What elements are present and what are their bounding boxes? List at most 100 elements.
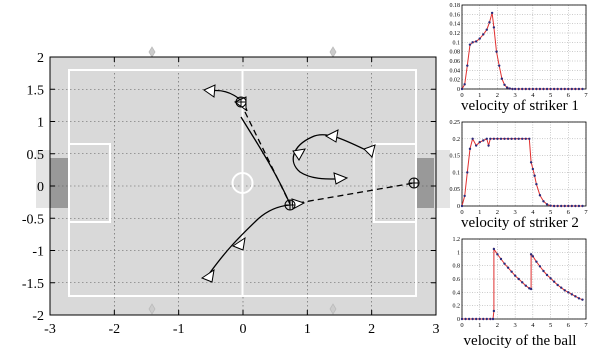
velocity-data-point <box>552 280 556 283</box>
velocity-data-point <box>499 137 503 140</box>
velocity-data-point <box>499 257 503 261</box>
chart-y-tick-label: 0 <box>457 317 460 323</box>
velocity-data-point <box>517 137 520 140</box>
velocity-data-point <box>538 194 542 197</box>
velocity-data-point <box>482 33 485 36</box>
triangle-icon <box>231 236 246 251</box>
velocity-data-point <box>524 87 527 91</box>
velocity-data-point <box>478 317 481 321</box>
chart-x-tick-label: 0 <box>460 92 463 99</box>
velocity-data-point <box>500 77 504 80</box>
velocity-data-point <box>513 137 517 140</box>
velocity-data-point <box>492 247 496 251</box>
velocity-data-point <box>482 317 485 321</box>
velocity-data-point <box>474 144 478 147</box>
crossed-circle-icon <box>408 177 420 189</box>
velocity-data-point <box>531 87 535 91</box>
velocity-data-point <box>478 140 481 144</box>
velocity-data-point <box>460 87 464 91</box>
chart-x-tick-label: 7 <box>584 92 588 99</box>
velocity-chart-striker-1: 0 1 2 3 4 5 6 7 0 0.02 0.04 0.06 0.08 0.1 0.12 0.14 0.16… <box>450 3 589 114</box>
velocity-data-point <box>521 137 524 140</box>
velocity-data-point <box>524 284 527 287</box>
velocity-data-point <box>549 87 552 91</box>
velocity-data-point <box>524 137 527 140</box>
field-y-tick-label: 2 <box>37 51 44 66</box>
velocity-data-point <box>468 43 472 46</box>
field-y-tick-label: 0.5 <box>27 148 45 163</box>
velocity-data-point <box>560 87 563 91</box>
velocity-data-point <box>552 87 556 91</box>
corner-flag-top-right <box>329 46 337 58</box>
velocity-data-point <box>467 317 471 321</box>
chart-y-tick-label: 0.02 <box>450 78 461 84</box>
chart-y-tick-label: 0.25 <box>450 120 461 126</box>
velocity-data-point <box>503 262 506 265</box>
chart-x-tick-label: 2 <box>496 92 499 99</box>
velocity-data-point <box>513 274 517 277</box>
soccer-field-plot: -3 -2 -1 0 1 2 3 21.510.50-0.5-1-1.5-2 <box>22 46 450 337</box>
velocity-data-point <box>535 87 538 91</box>
velocity-data-point <box>521 281 524 284</box>
velocity-data-point <box>529 287 533 291</box>
velocity-data-point <box>556 283 559 287</box>
velocity-data-point <box>471 317 474 321</box>
velocity-data-point <box>460 317 464 321</box>
velocity-data-point <box>517 87 520 91</box>
field-y-tick-label: 1 <box>37 116 44 131</box>
velocity-data-point <box>545 203 549 206</box>
velocity-data-point <box>506 137 510 140</box>
chart-x-tick-label: 5 <box>549 209 552 216</box>
velocity-data-point <box>574 87 577 91</box>
field-x-tick-label: -3 <box>44 322 56 337</box>
chart-y-tick-label: 0.18 <box>450 3 461 9</box>
velocity-data-point <box>556 87 559 91</box>
field-x-tick-label: -1 <box>173 322 185 337</box>
velocity-data-point <box>521 87 524 91</box>
chart-y-tick-label: 0.16 <box>450 12 461 18</box>
velocity-data-point <box>503 83 506 87</box>
velocity-data-point <box>488 21 491 24</box>
velocity-data-point <box>545 273 549 277</box>
chart-y-tick-label: 1.2 <box>453 237 461 243</box>
velocity-data-point <box>542 269 545 273</box>
velocity-data-point <box>474 317 478 321</box>
velocity-data-point <box>506 266 510 269</box>
chart-y-tick-label: 0.15 <box>450 154 461 160</box>
velocity-data-point <box>485 137 488 140</box>
velocity-data-point <box>577 297 581 300</box>
velocity-data-point <box>535 182 538 186</box>
chart-x-tick-label: 1 <box>478 92 481 99</box>
velocity-data-point <box>463 194 466 198</box>
field-y-tick-label: -0.5 <box>22 212 44 227</box>
velocity-data-point <box>498 64 501 67</box>
chart-y-tick-label: 0.8 <box>453 264 461 270</box>
chart-y-tick-label: 0.4 <box>453 290 461 296</box>
chart-y-tick-label: 0.14 <box>450 22 461 28</box>
pass-lines <box>244 111 415 205</box>
velocity-data-point <box>542 87 545 91</box>
chart-x-tick-label: 4 <box>531 209 535 216</box>
field-x-tick-label: 1 <box>304 322 311 337</box>
chart-y-tick-label: 0.06 <box>450 59 461 65</box>
velocity-data-point <box>489 137 492 140</box>
velocity-data-point <box>517 277 520 281</box>
chart-x-tick-label: 6 <box>567 92 571 99</box>
chart-x-tick-label: 3 <box>514 92 517 99</box>
velocity-data-point <box>471 41 474 44</box>
velocity-data-point <box>529 161 533 164</box>
chart-x-tick-label: 4 <box>531 92 535 99</box>
chart-title: velocity of striker 1 <box>461 98 579 114</box>
velocity-data-point <box>567 291 570 294</box>
chart-x-tick-label: 4 <box>531 322 535 329</box>
triangle-icon <box>333 172 349 185</box>
velocity-data-point <box>538 265 542 268</box>
left-penalty-box <box>68 143 111 223</box>
velocity-data-point <box>581 87 584 91</box>
triangle-icon <box>324 129 339 143</box>
chart-y-tick-label: 0.2 <box>453 304 461 310</box>
velocity-data-point <box>487 144 490 147</box>
velocity-data-point <box>503 137 506 140</box>
velocity-data-point <box>563 204 566 208</box>
